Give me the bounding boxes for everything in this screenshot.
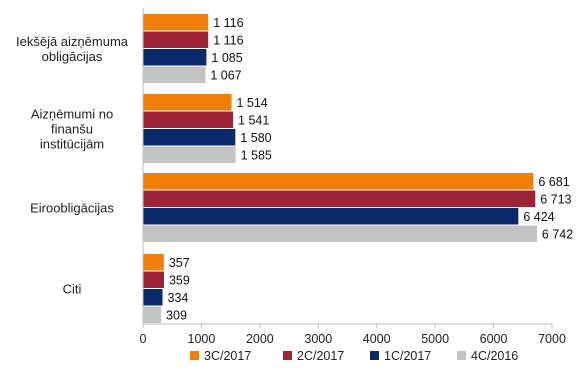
bar-3C-2017-1: [143, 94, 232, 111]
data-labels-layer: 1 116 1 116 1 085 1 067 1 514 1 541 1 580 1 585…: [166, 16, 573, 323]
data-label: 6 713: [540, 192, 571, 206]
legend-label: 1C/2017: [384, 349, 431, 363]
legend-swatch: [457, 351, 466, 360]
bar-2C-2017-2: [143, 190, 536, 207]
data-label: 357: [169, 256, 190, 270]
data-label: 6 681: [538, 175, 569, 189]
x-tick-label: 6000: [480, 332, 508, 346]
x-tick-label: 1000: [188, 332, 216, 346]
bar-4C-2016-0: [143, 66, 206, 83]
bar-3C-2017-2: [143, 173, 534, 190]
legend-label: 4C/2016: [471, 349, 518, 363]
bar-1C-2017-2: [143, 208, 519, 225]
data-label: 1 116: [213, 33, 243, 47]
data-label: 1 514: [236, 96, 267, 110]
x-tick-label: 7000: [538, 332, 566, 346]
legend-swatch: [283, 351, 292, 360]
bar-4C-2016-1: [143, 146, 236, 163]
category-labels-layer: Iekšējā aizņēmuma obligācijas Aizņēmumi no…: [16, 34, 129, 297]
x-tick-label: 2000: [246, 332, 274, 346]
data-label: 359: [169, 273, 190, 287]
legend-label: 2C/2017: [297, 349, 344, 363]
data-label: 1 116: [213, 16, 243, 30]
bar-1C-2017-3: [143, 289, 163, 306]
x-tick-label: 5000: [421, 332, 449, 346]
x-tick-label: 4000: [363, 332, 391, 346]
legend: 3C/2017 2C/2017 1C/2017 4C/2016: [190, 349, 518, 363]
bar-2C-2017-1: [143, 111, 234, 128]
data-label: 1 580: [240, 131, 271, 145]
bar-2C-2017-3: [143, 271, 164, 288]
bar-4C-2016-3: [143, 306, 162, 323]
data-label: 1 585: [241, 148, 272, 162]
x-ticks-layer: 0 1000 2000 3000 4000 5000 6000 7000: [140, 324, 566, 346]
bars-layer: [143, 14, 537, 323]
data-label: 6 742: [542, 227, 573, 241]
data-label: 334: [168, 291, 189, 305]
legend-swatch: [370, 351, 379, 360]
data-label: 1 541: [238, 113, 269, 127]
x-tick-label: 0: [140, 332, 147, 346]
bar-2C-2017-0: [143, 31, 209, 48]
data-label: 1 085: [211, 51, 242, 65]
x-tick-label: 3000: [304, 332, 332, 346]
bar-1C-2017-0: [143, 49, 207, 66]
category-label: Eiroobligācijas: [30, 201, 114, 216]
bar-3C-2017-0: [143, 14, 209, 31]
bar-3C-2017-3: [143, 254, 164, 271]
legend-label: 3C/2017: [204, 349, 251, 363]
category-label: Aizņēmumi no finanšu institūcijām: [31, 107, 113, 152]
legend-swatch: [190, 351, 199, 360]
data-label: 309: [166, 308, 187, 322]
bar-1C-2017-1: [143, 129, 236, 146]
category-label: Iekšējā aizņēmuma obligācijas: [16, 34, 129, 64]
data-label: 6 424: [523, 210, 554, 224]
bar-4C-2016-2: [143, 225, 537, 242]
data-label: 1 067: [210, 68, 241, 82]
category-label: Citi: [63, 282, 82, 297]
